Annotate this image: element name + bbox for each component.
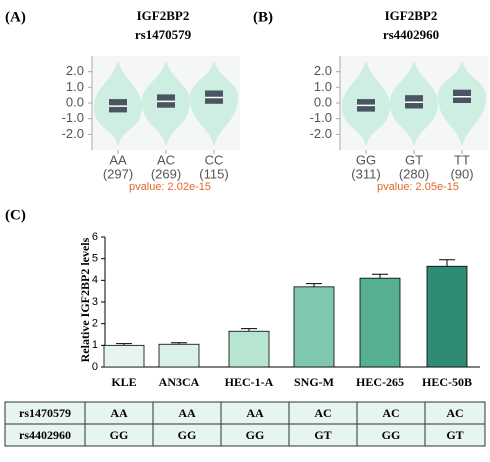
category-label: AA bbox=[109, 152, 127, 167]
y-tick-label: 2.0 bbox=[66, 63, 84, 78]
y-tick-label: 4 bbox=[92, 274, 98, 286]
panel-label: (C) bbox=[5, 207, 26, 223]
bar bbox=[158, 343, 200, 368]
sample-size: (311) bbox=[351, 166, 380, 181]
table-cell: GG bbox=[246, 428, 265, 442]
category-label: AN3CA bbox=[159, 375, 200, 389]
category-label: HEC-1-A bbox=[225, 375, 274, 389]
error-bar bbox=[439, 259, 455, 267]
subtitle: rs4402960 bbox=[383, 27, 439, 42]
bar bbox=[426, 265, 468, 368]
table-cell: GG bbox=[382, 428, 401, 442]
y-tick-label: 0 bbox=[92, 361, 98, 373]
sample-size: (297) bbox=[103, 166, 133, 181]
error-bar bbox=[306, 283, 322, 287]
y-tick-label: -2.0 bbox=[310, 126, 332, 141]
table-cell: GG bbox=[110, 428, 129, 442]
table-cell: AA bbox=[246, 406, 264, 420]
y-tick-label: 0.0 bbox=[314, 94, 332, 109]
table-cell: AC bbox=[314, 406, 331, 420]
table-cell: GT bbox=[314, 428, 331, 442]
error-bar bbox=[171, 342, 187, 345]
subtitle: rs1470579 bbox=[135, 27, 192, 42]
sample-size: (90) bbox=[450, 166, 473, 181]
y-axis-label: Relative IGF2BP2 levels bbox=[78, 237, 92, 362]
panel-label: (B) bbox=[253, 9, 273, 25]
table-cell: AC bbox=[382, 406, 399, 420]
bar bbox=[228, 330, 270, 368]
sample-size: (280) bbox=[399, 166, 429, 181]
title: IGF2BP2 bbox=[385, 8, 438, 23]
category-label: AC bbox=[157, 152, 175, 167]
y-tick-label: 0.0 bbox=[66, 94, 84, 109]
category-label: GG bbox=[356, 152, 376, 167]
category-label: HEC-50B bbox=[422, 375, 472, 389]
pvalue: pvalue: 2.02e-15 bbox=[129, 181, 211, 193]
category-label: HEC-265 bbox=[356, 375, 404, 389]
y-tick-label: 6 bbox=[92, 231, 98, 243]
pvalue: pvalue: 2.05e-15 bbox=[377, 181, 459, 193]
y-tick-label: 5 bbox=[92, 253, 98, 265]
violin bbox=[438, 60, 486, 147]
sample-size: (115) bbox=[199, 166, 228, 181]
category-label: SNG-M bbox=[294, 375, 334, 389]
error-bar bbox=[116, 343, 132, 346]
error-bar bbox=[241, 328, 257, 332]
y-tick-label: 1.0 bbox=[66, 79, 84, 94]
category-label: KLE bbox=[111, 375, 136, 389]
table-cell: GG bbox=[178, 428, 197, 442]
sample-size: (269) bbox=[151, 166, 181, 181]
y-tick-label: 3 bbox=[92, 296, 98, 308]
bar bbox=[359, 277, 401, 368]
category-label: TT bbox=[454, 152, 470, 167]
table-cell: GT bbox=[446, 428, 463, 442]
y-tick-label: -1.0 bbox=[62, 110, 84, 125]
y-tick-label: 2 bbox=[92, 318, 98, 330]
table-cell: AC bbox=[446, 406, 463, 420]
y-tick-label: -1.0 bbox=[310, 110, 332, 125]
y-tick-label: 2.0 bbox=[314, 63, 332, 78]
bar bbox=[293, 286, 335, 368]
violin bbox=[190, 60, 238, 147]
bar bbox=[103, 344, 145, 368]
table-cell: AA bbox=[110, 406, 128, 420]
y-tick-label: 1 bbox=[92, 339, 98, 351]
table-cell: AA bbox=[178, 406, 196, 420]
y-tick-label: -2.0 bbox=[62, 126, 84, 141]
panel-label: (A) bbox=[5, 9, 26, 25]
y-tick-label: 1.0 bbox=[314, 79, 332, 94]
title: IGF2BP2 bbox=[137, 8, 190, 23]
table-cell: rs4402960 bbox=[19, 428, 71, 442]
error-bar bbox=[372, 273, 388, 279]
category-label: CC bbox=[205, 152, 224, 167]
table-cell: rs1470579 bbox=[19, 406, 71, 420]
category-label: GT bbox=[405, 152, 423, 167]
